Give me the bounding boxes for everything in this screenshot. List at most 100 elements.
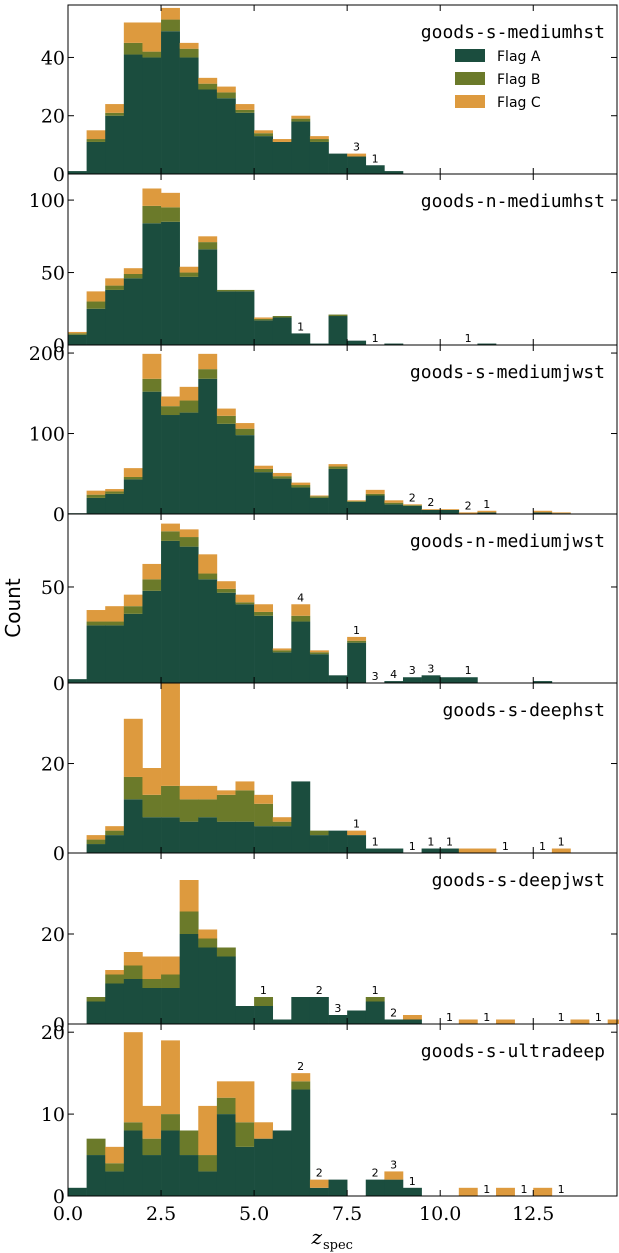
bar-flag-c-bin-23 [496, 1187, 515, 1196]
bar-flag-a-bin-7 [198, 249, 218, 345]
bar-flag-a-bin-16 [365, 1179, 385, 1196]
bar-flag-c-bin-11 [272, 139, 292, 142]
count-label: 1 [558, 1011, 565, 1024]
bar-flag-a-bin-6 [179, 276, 199, 345]
bar-flag-a-bin-10 [254, 1138, 274, 1196]
panel-goods-n-mediumhst: 1 1 1 0 50 100 goods-n-mediumhst [29, 173, 618, 357]
bar-flag-c-bin-12 [291, 482, 311, 486]
y-tick-label: 50 [41, 577, 65, 599]
bar-flag-a-bin-7 [198, 817, 218, 853]
bar-flag-c-bin-6 [179, 266, 199, 273]
bar-flag-b-bin-4 [142, 1138, 162, 1156]
bar-flag-b-bin-7 [198, 1155, 218, 1172]
bar-flag-a-bin-7 [198, 947, 218, 1024]
bar-flag-a-bin-10 [254, 1006, 274, 1024]
bar-flag-a-bin-4 [142, 391, 162, 514]
bar-flag-a-bin-5 [161, 31, 180, 175]
bar-flag-c-bin-10 [254, 604, 274, 612]
bar-flag-a-bin-14 [328, 1015, 348, 1024]
bar-flag-a-bin-4 [142, 223, 162, 345]
x-tick-label: 5.0 [239, 1203, 269, 1225]
bar-flag-a-bin-18 [402, 1187, 422, 1196]
bar-flag-b-bin-14 [328, 466, 348, 469]
bar-flag-a-bin-11 [272, 826, 292, 853]
y-tick-label: 0 [53, 164, 65, 186]
bar-flag-c-bin-5 [161, 683, 180, 786]
bar-flag-b-bin-1 [86, 494, 106, 498]
bar-flag-b-bin-2 [105, 830, 125, 836]
bar-flag-a-bin-7 [198, 1171, 218, 1196]
bar-flag-a-bin-13 [309, 343, 329, 345]
bar-flag-c-bin-21 [458, 1019, 478, 1024]
bar-flag-c-bin-21 [458, 1187, 478, 1196]
bar-flag-c-bin-2 [105, 278, 125, 286]
bar-flag-c-bin-13 [309, 136, 329, 140]
bar-flag-c-bin-9 [235, 594, 255, 603]
bar-flag-c-bin-15 [347, 153, 367, 157]
bar-flag-b-bin-5 [161, 406, 180, 416]
bar-flag-b-bin-7 [198, 369, 218, 379]
bar-flag-c-bin-4 [142, 188, 162, 206]
bar-flag-c-bin-9 [235, 781, 255, 791]
bar-flag-b-bin-6 [179, 48, 199, 58]
bar-flag-c-bin-25 [533, 510, 553, 513]
bar-flag-a-bin-21 [458, 677, 478, 683]
bar-flag-c-bin-3 [123, 718, 143, 777]
bar-flag-c-bin-16 [365, 489, 385, 494]
count-label: 1 [465, 664, 472, 677]
bar-flag-a-bin-6 [179, 821, 199, 853]
bar-flag-c-bin-15 [347, 830, 367, 836]
bar-flag-b-bin-1 [86, 301, 106, 309]
bar-flag-c-bin-11 [272, 472, 292, 477]
bar-flag-a-bin-22 [477, 343, 497, 345]
bar-flag-a-bin-6 [179, 546, 199, 683]
bar-flag-c-bin-13 [309, 650, 329, 653]
bar-flag-a-bin-13 [309, 141, 329, 174]
bar-flag-b-bin-1 [86, 997, 106, 1002]
panel-title: goods-n-mediumjwst [410, 531, 605, 552]
bar-flag-a-bin-11 [272, 317, 292, 345]
bar-flag-b-bin-3 [123, 42, 143, 55]
x-tick-label: 12.5 [512, 1203, 554, 1225]
bar-flag-b-bin-2 [105, 285, 125, 290]
bar-flag-a-bin-3 [123, 479, 143, 514]
bar-flag-c-bin-8 [216, 1081, 236, 1098]
bar-flag-c-bin-4 [142, 956, 162, 979]
bar-flag-a-bin-5 [161, 817, 180, 853]
y-tick-label: 40 [41, 47, 65, 69]
bar-flag-b-bin-5 [161, 531, 180, 541]
bar-flag-c-bin-7 [198, 77, 218, 84]
bar-flag-a-bin-15 [347, 1010, 367, 1024]
bar-flag-a-bin-17 [384, 1179, 404, 1196]
bar-flag-a-bin-17 [384, 681, 404, 683]
bar-flag-a-bin-12 [291, 781, 311, 853]
y-tick-label: 100 [29, 190, 65, 212]
bar-flag-b-bin-9 [235, 428, 255, 436]
bar-flag-a-bin-10 [254, 826, 274, 853]
bar-flag-c-bin-9 [235, 104, 255, 110]
bar-flag-a-bin-4 [142, 57, 162, 175]
y-tick-label: 50 [41, 263, 65, 285]
y-tick-label: 20 [41, 106, 65, 128]
count-label: 2 [390, 1007, 397, 1020]
bar-flag-a-bin-11 [272, 141, 292, 174]
bar-flag-c-bin-18 [402, 504, 422, 506]
bar-flag-c-bin-4 [142, 768, 162, 795]
bar-flag-c-bin-1 [86, 835, 106, 840]
bar-flag-a-bin-22 [477, 512, 497, 514]
bar-flag-c-bin-7 [198, 353, 218, 370]
bar-flag-c-bin-12 [291, 1073, 311, 1082]
bar-flag-b-bin-8 [216, 415, 236, 424]
bar-flag-c-bin-10 [254, 465, 274, 469]
bar-flag-c-bin-7 [198, 236, 218, 243]
bar-flag-c-bin-6 [179, 529, 199, 538]
bar-flag-a-bin-11 [272, 1019, 292, 1024]
bar-flag-a-bin-8 [216, 592, 236, 683]
bar-flag-a-bin-25 [533, 512, 553, 514]
bars [86, 683, 571, 853]
bar-flag-a-bin-0 [68, 679, 87, 683]
bar-flag-b-bin-11 [272, 316, 292, 318]
bar-flag-b-bin-9 [235, 602, 255, 605]
bar-flag-b-bin-9 [235, 790, 255, 822]
